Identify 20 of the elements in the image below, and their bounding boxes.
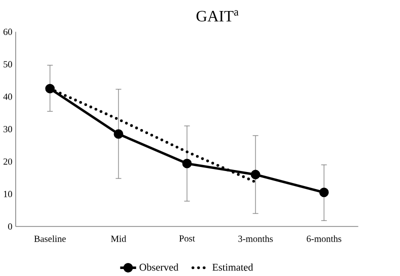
y-tick-label: 60	[4, 28, 12, 36]
point	[250, 170, 260, 180]
x-tick-label: 3-months	[238, 235, 273, 242]
x-tick-label: 6-months	[306, 235, 342, 242]
point	[45, 84, 55, 94]
y-tick-label: 10	[4, 191, 12, 198]
legend-label: Observed	[140, 264, 178, 271]
x-tick-label: Mid	[110, 235, 126, 242]
x-tick-label: Post	[179, 235, 195, 242]
chart-title: GAIT$^{a}$	[196, 10, 239, 22]
y-tick-label: 40	[3, 94, 12, 100]
legend-label: Estimated	[212, 264, 254, 271]
y-tick-label: 20	[4, 158, 12, 165]
point	[319, 188, 329, 198]
point	[182, 158, 192, 168]
x-tick-label: Baseline	[34, 235, 66, 242]
y-tick-label: 50	[4, 61, 12, 68]
y-tick-label: 30	[4, 126, 12, 132]
y-tick-label: 0	[8, 223, 12, 230]
point	[114, 129, 124, 139]
